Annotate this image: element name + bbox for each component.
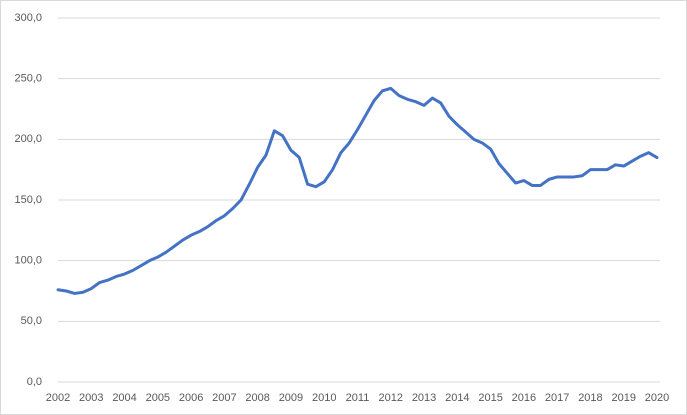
- x-tick-label: 2014: [445, 392, 469, 404]
- x-tick-label: 2013: [412, 392, 436, 404]
- data-line: [56, 86, 659, 295]
- y-tick-label: 100,0: [14, 255, 42, 267]
- y-tick-label: 50,0: [21, 315, 42, 327]
- x-tick-label: 2009: [279, 392, 303, 404]
- y-tick-label: 0,0: [27, 376, 42, 388]
- x-tick-label: 2005: [146, 392, 170, 404]
- x-tick-label: 2018: [578, 392, 602, 404]
- x-tick-label: 2020: [645, 392, 669, 404]
- x-tick-label: 2011: [346, 392, 370, 404]
- x-tick-label: 2007: [212, 392, 236, 404]
- x-tick-label: 2006: [179, 392, 203, 404]
- y-tick-label: 300,0: [14, 12, 42, 24]
- x-tick-label: 2002: [46, 392, 70, 404]
- x-tick-label: 2015: [478, 392, 502, 404]
- x-tick-label: 2012: [379, 392, 403, 404]
- x-tick-label: 2003: [79, 392, 103, 404]
- x-tick-label: 2019: [611, 392, 635, 404]
- y-tick-label: 150,0: [14, 194, 42, 206]
- y-tick-label: 250,0: [14, 73, 42, 85]
- x-tick-label: 2004: [112, 392, 136, 404]
- x-tick-label: 2008: [245, 392, 269, 404]
- y-tick-label: 200,0: [14, 133, 42, 145]
- x-tick-label: 2016: [512, 392, 536, 404]
- x-tick-label: 2017: [545, 392, 569, 404]
- x-tick-label: 2010: [312, 392, 336, 404]
